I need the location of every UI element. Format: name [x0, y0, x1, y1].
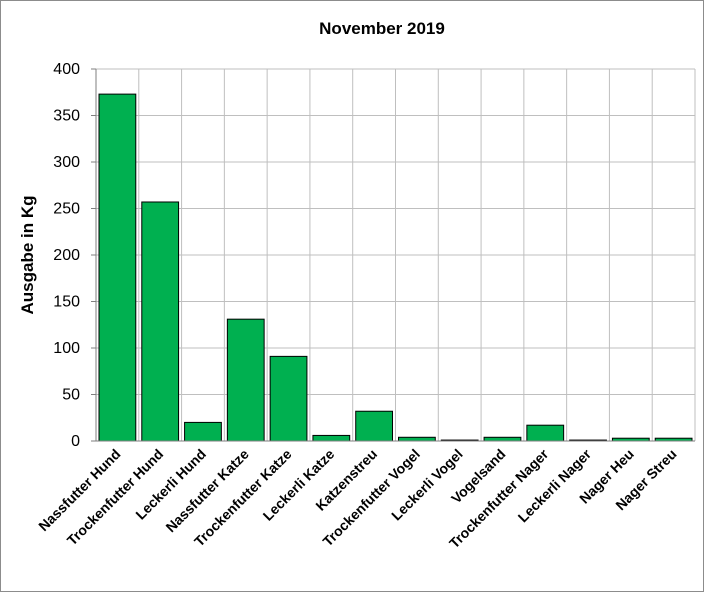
- bar: [312, 434, 351, 442]
- grid-lines: [96, 68, 696, 441]
- y-tick-label: 350: [53, 108, 80, 125]
- chart-title: November 2019: [319, 19, 445, 38]
- bar: [483, 436, 522, 442]
- y-tick-labels: 0 50 100 150 200 250 300 350 400: [53, 61, 80, 450]
- y-tick-label: 0: [71, 433, 80, 450]
- y-tick-label: 100: [53, 340, 80, 357]
- y-tick-label: 150: [53, 294, 80, 311]
- x-tick-label: Leckerli Nager: [515, 445, 595, 525]
- bar: [226, 318, 265, 442]
- bar: [526, 424, 565, 442]
- bars: [98, 93, 693, 442]
- bar: [98, 93, 137, 442]
- bar: [269, 355, 308, 442]
- y-tick-label: 50: [62, 387, 80, 404]
- y-tick-label: 300: [53, 154, 80, 171]
- bar: [141, 201, 180, 442]
- bar: [184, 421, 222, 442]
- bar: [355, 410, 394, 442]
- y-tick-label: 250: [53, 201, 80, 218]
- y-tick-label: 200: [53, 247, 80, 264]
- y-axis-label: Ausgabe in Kg: [18, 195, 37, 314]
- axes: [91, 68, 695, 442]
- bar: [398, 436, 436, 442]
- y-tick-label: 400: [53, 61, 80, 78]
